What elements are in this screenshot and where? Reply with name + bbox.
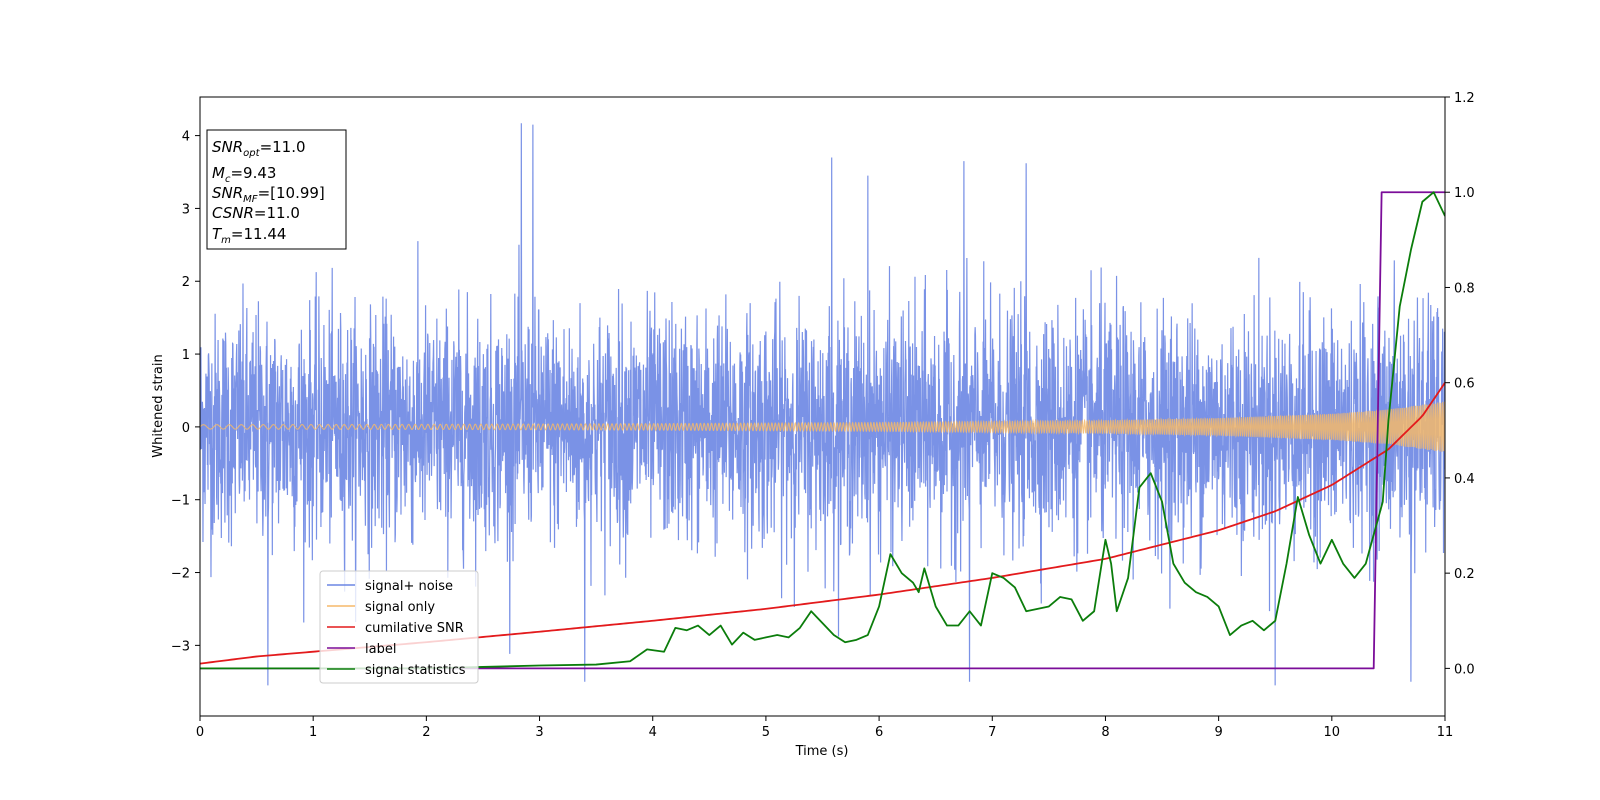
y-right-tick-label: 1.2 [1454, 91, 1475, 106]
x-tick-label: 7 [988, 725, 996, 740]
annotation-box: SNRopt=11.0 Mc=9.43 SNRMF=[10.99] CSNR=1… [206, 129, 347, 250]
x-tick-label: 11 [1437, 725, 1454, 740]
x-tick-label: 0 [196, 725, 204, 740]
x-tick-label: 6 [875, 725, 883, 740]
y-left-tick-label: −3 [171, 639, 190, 654]
y-left-tick-label: 3 [182, 202, 190, 217]
y-left-tick-label: −2 [171, 567, 190, 582]
plot-area [199, 96, 1446, 717]
x-tick-label: 2 [422, 725, 430, 740]
legend-label-signal-noise: signal+ noise [365, 579, 453, 594]
annotation-csnr: CSNR=11.0 [212, 204, 300, 222]
legend-item-signal-statistics: signal statistics [327, 663, 466, 678]
x-tick-label: 4 [649, 725, 657, 740]
y-left-tick-label: 0 [182, 421, 190, 436]
y-right-tick-label: 0.0 [1454, 662, 1475, 677]
y-right-tick-label: 1.0 [1454, 186, 1475, 201]
legend-label-signal-only: signal only [365, 600, 435, 615]
y-left-tick-label: 2 [182, 275, 190, 290]
legend-item-cumulative-snr: cumilative SNR [327, 621, 464, 636]
legend-item-label: label [327, 642, 396, 657]
annotation-snr-opt: SNRopt=11.0 [212, 138, 306, 159]
axes-layer: 0 1 2 3 4 5 6 7 8 9 10 11 −3 −2 −1 0 1 2 3 4 0.0 0.2 0.4 0.6 0.8… [171, 91, 1475, 740]
y-right-tick-label: 0.4 [1454, 472, 1475, 487]
x-tick-label: 10 [1324, 725, 1341, 740]
x-tick-label: 5 [762, 725, 770, 740]
annotation-mc: Mc=9.43 [212, 164, 276, 185]
x-tick-label: 1 [309, 725, 317, 740]
legend-frame [319, 570, 479, 684]
series-label [200, 191, 1445, 670]
series-signal-statistics [200, 191, 1445, 670]
y-right-tick-label: 0.6 [1454, 377, 1475, 392]
y-right-tick-label: 0.8 [1454, 281, 1475, 296]
x-tick-label: 8 [1101, 725, 1109, 740]
y-right-tick-label: 0.2 [1454, 567, 1475, 582]
y-left-tick-label: 1 [182, 348, 190, 363]
legend-label-label: label [365, 642, 396, 657]
x-tick-label: 3 [535, 725, 543, 740]
annotation-snr-mf: SNRMF=[10.99] [212, 184, 325, 205]
x-tick-label: 9 [1214, 725, 1222, 740]
legend-label-cumulative-snr: cumilative SNR [365, 621, 464, 636]
legend-label-signal-statistics: signal statistics [365, 663, 466, 678]
annotation-tm: Tm=11.44 [212, 225, 286, 246]
legend-item-signal-noise: signal+ noise [327, 579, 453, 594]
y-left-tick-label: −1 [171, 494, 190, 509]
x-axis-label: Time (s) [795, 744, 849, 759]
y-axis-label: Whitened strain [151, 354, 166, 457]
y-left-tick-label: 4 [182, 130, 190, 145]
legend: signal+ noise signal only cumilative SNR… [319, 570, 479, 684]
legend-item-signal-only: signal only [327, 600, 435, 615]
series-signal-only [200, 401, 1445, 452]
